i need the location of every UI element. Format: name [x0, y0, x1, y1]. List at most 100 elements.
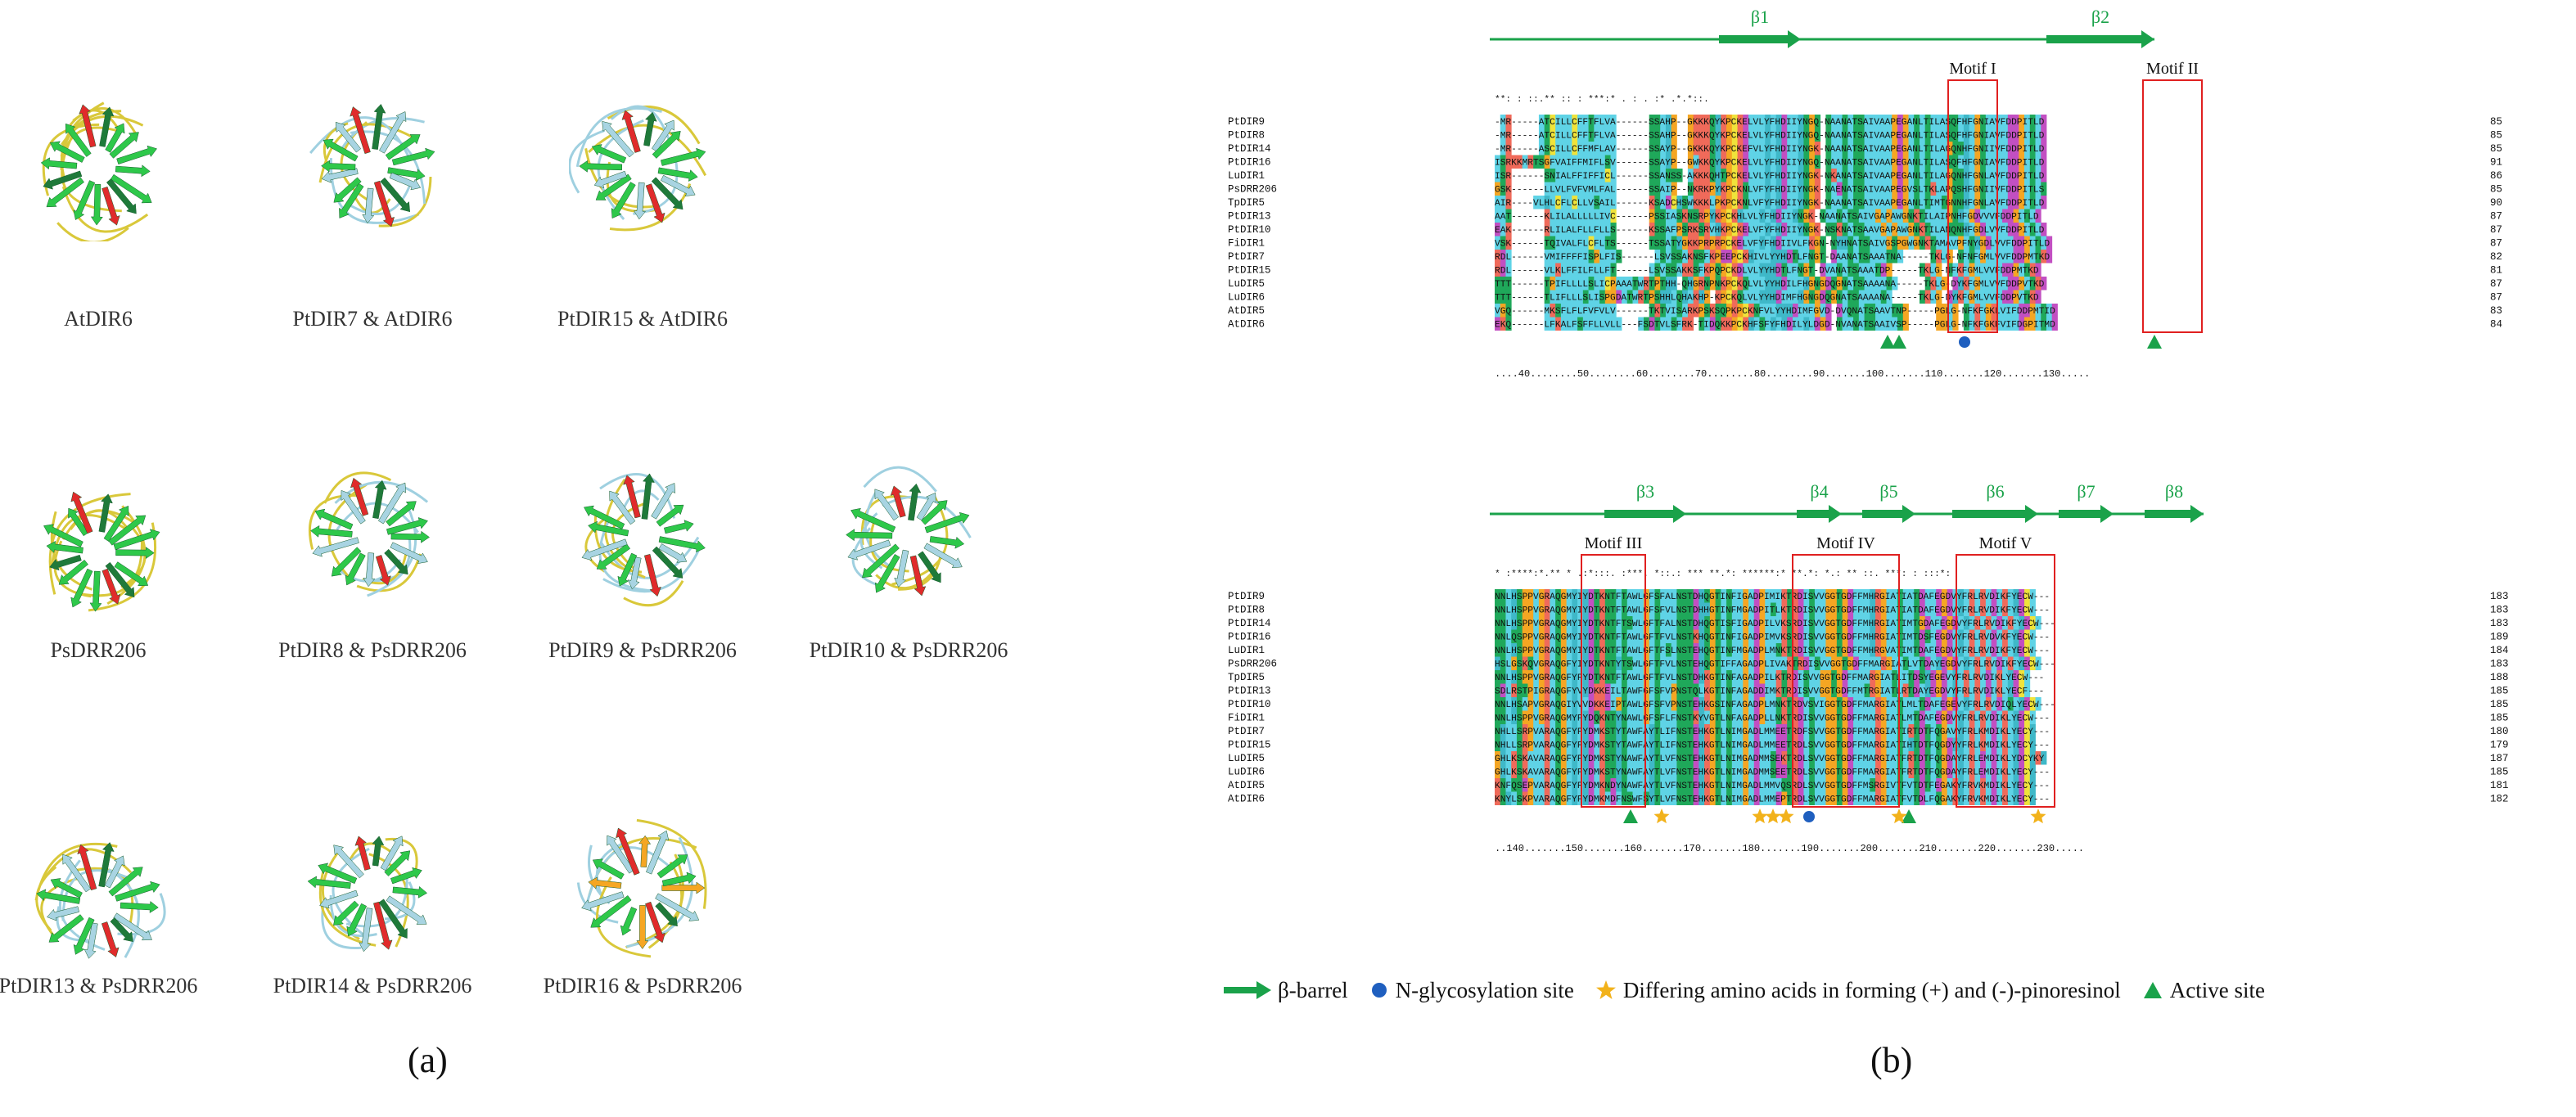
residue-bg	[1693, 683, 1699, 697]
residue-bg	[1654, 778, 1661, 792]
beta-strand	[70, 568, 93, 608]
residue-bg	[2029, 656, 2036, 670]
residue-bg	[1566, 751, 1572, 765]
residue-bg	[1654, 751, 1661, 765]
residue-bg	[1594, 142, 1600, 155]
residue-bg	[1781, 317, 1788, 331]
residue-bg	[1599, 643, 1606, 657]
residue-bg	[2019, 236, 2025, 250]
residue-bg	[1682, 263, 1689, 277]
residue-bg	[1892, 277, 1898, 291]
residue-bg	[1825, 791, 1832, 805]
residue-bg	[1892, 778, 1898, 792]
residue-bg	[2013, 764, 2019, 778]
residue-bg	[1582, 764, 1589, 778]
residue-bg	[1748, 697, 1755, 711]
residue-bg	[1737, 277, 1744, 291]
residue-bg	[1555, 778, 1562, 792]
residue-bg	[1836, 670, 1843, 684]
residue-bg	[1671, 250, 1677, 263]
residue-bg	[1643, 697, 1650, 711]
residue-bg	[1787, 589, 1793, 603]
residue-bg	[1622, 629, 1628, 643]
beta-strand	[372, 835, 385, 867]
residue-bg	[1544, 142, 1550, 155]
residue-bg	[1622, 643, 1628, 657]
residue-bg	[1560, 223, 1568, 236]
residue-bg	[1538, 128, 1545, 142]
residue-bg	[1853, 724, 1860, 738]
residue-bg	[1577, 589, 1584, 603]
residue-bg	[1671, 683, 1677, 697]
residue-bg	[1737, 710, 1744, 724]
residue-bg	[1952, 182, 1959, 196]
residue-bg	[1775, 304, 1782, 318]
residue-bg	[1582, 656, 1589, 670]
residue-bg	[1660, 128, 1667, 142]
residue-bg	[1588, 616, 1595, 630]
residue-bg	[1638, 290, 1644, 304]
beta-strand	[362, 187, 375, 224]
residue-bg	[1610, 277, 1617, 291]
residue-bg	[1963, 250, 1970, 263]
residue-bg	[1649, 236, 1655, 250]
beta-strand	[108, 515, 147, 546]
glycosylation-marker	[1803, 811, 1815, 822]
residue-bg	[1500, 290, 1506, 304]
residue-bg	[1654, 764, 1661, 778]
residue-bg	[1814, 169, 1821, 182]
residue-bg	[1809, 616, 1816, 630]
coil-loop	[367, 506, 417, 597]
residue-bg	[1991, 263, 1997, 277]
coil-loop	[597, 119, 644, 220]
residue-bg	[1952, 115, 1959, 128]
residue-bg	[1936, 196, 1942, 209]
residue-bg	[1941, 751, 1948, 765]
residue-bg	[1544, 616, 1550, 630]
beta-strand	[593, 170, 627, 188]
residue-bg	[1980, 290, 1987, 304]
residue-bg	[1693, 155, 1699, 169]
residue-bg	[1892, 128, 1898, 142]
residue-bg	[1588, 697, 1595, 711]
residue-bg	[1842, 128, 1848, 142]
residue-bg	[2024, 724, 2031, 738]
residue-bg	[1880, 290, 1887, 304]
residue-bg	[1787, 290, 1793, 304]
residue-bg	[1566, 683, 1572, 697]
residue-bg	[1842, 236, 1848, 250]
residue-bg	[1765, 616, 1771, 630]
residue-bg	[1803, 737, 1810, 751]
residue-bg	[1737, 697, 1744, 711]
residue-bg	[1560, 683, 1568, 697]
residue-bg	[1759, 317, 1766, 331]
residue-bg	[1771, 169, 1777, 182]
residue-bg	[2035, 616, 2041, 630]
residue-bg	[1798, 142, 1804, 155]
residue-bg	[2007, 182, 2014, 196]
residue-bg	[1555, 791, 1562, 805]
residue-bg	[1969, 223, 1975, 236]
sequence-residues: NNLHSPPVGRAQGMYIYDTKNTFTAWLGFTFSLNSTEHQG…	[1495, 646, 2050, 656]
residue-bg	[1610, 656, 1617, 670]
residue-bg	[1771, 724, 1777, 738]
residue-bg	[1930, 263, 1937, 277]
residue-bg	[2035, 115, 2041, 128]
residue-bg	[1726, 629, 1733, 643]
residue-bg	[1902, 142, 1909, 155]
residue-bg	[1842, 182, 1848, 196]
residue-bg	[1792, 710, 1799, 724]
residue-bg	[1919, 182, 1926, 196]
residue-bg	[1566, 737, 1572, 751]
residue-bg	[1550, 317, 1556, 331]
residue-bg	[1803, 683, 1810, 697]
residue-bg	[1880, 737, 1887, 751]
residue-bg	[1847, 263, 1854, 277]
residue-bg	[1875, 155, 1882, 169]
residue-bg	[1853, 304, 1860, 318]
residue-bg	[1610, 683, 1617, 697]
legend-active: Active site	[2142, 978, 2265, 1003]
residue-bg	[1842, 697, 1848, 711]
residue-bg	[2029, 710, 2036, 724]
position-ruler: ....40........50........60........70....…	[1495, 368, 2090, 380]
